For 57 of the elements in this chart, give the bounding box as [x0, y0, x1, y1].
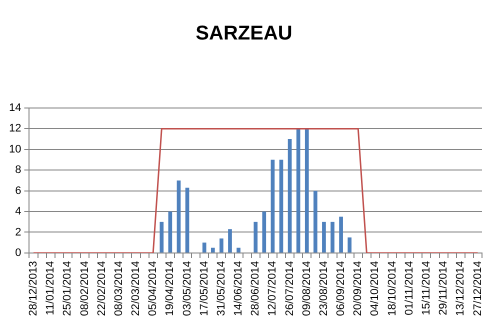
bar — [279, 160, 284, 252]
bar — [262, 212, 266, 252]
chart-title: SARZEAU — [196, 22, 292, 45]
bar — [176, 180, 181, 252]
x-tick-label: 06/09/2014 — [335, 260, 348, 316]
bar — [228, 229, 232, 252]
x-tick-label: 22/02/2014 — [96, 260, 108, 316]
x-tick-label: 01/11/2014 — [403, 260, 416, 316]
bar — [288, 139, 292, 252]
bar — [348, 237, 352, 252]
bar — [313, 190, 318, 252]
x-tick-label: 08/02/2014 — [78, 260, 91, 316]
bar — [236, 248, 240, 252]
y-tick-label: 8 — [15, 164, 22, 176]
x-tick-label: 28/06/2014 — [250, 260, 262, 316]
bar — [296, 128, 300, 252]
x-tick-label: 23/08/2014 — [318, 260, 330, 316]
x-tick-label: 15/11/2014 — [420, 260, 433, 316]
x-tick-label: 19/04/2014 — [164, 260, 176, 316]
x-tick-label: 20/09/2014 — [352, 260, 364, 316]
x-tick-label: 04/10/2014 — [369, 260, 382, 316]
bar — [220, 238, 224, 252]
x-tick-label: 25/01/2014 — [62, 260, 74, 316]
x-tick-label: 05/04/2014 — [147, 260, 160, 316]
bar — [210, 248, 215, 252]
bar — [202, 242, 206, 252]
x-tick-label: 03/05/2014 — [181, 260, 194, 316]
x-tick-label: 18/10/2014 — [386, 260, 398, 316]
bar — [339, 216, 343, 252]
x-tick-label: 27/12/2014 — [472, 260, 484, 316]
x-tick-label: 31/05/2014 — [215, 260, 228, 316]
bar — [322, 222, 326, 252]
y-tick-label: 12 — [8, 122, 22, 135]
x-tick-label: 22/03/2014 — [130, 260, 142, 316]
y-tick-label: 6 — [15, 184, 22, 197]
x-tick-label: 29/11/2014 — [438, 260, 450, 316]
y-tick-label: 0 — [15, 246, 22, 259]
y-tick-label: 10 — [8, 143, 22, 156]
x-tick-label: 12/07/2014 — [266, 260, 279, 316]
bar — [160, 222, 164, 252]
x-tick-label: 08/03/2014 — [112, 260, 125, 316]
y-tick-label: 14 — [8, 102, 22, 114]
bar — [304, 128, 309, 252]
x-tick-label: 09/08/2014 — [300, 260, 313, 316]
x-tick-label: 11/01/2014 — [44, 260, 57, 316]
bar — [185, 188, 190, 252]
x-tick-label: 17/05/2014 — [198, 260, 210, 316]
x-tick-label: 28/12/2013 — [28, 260, 40, 316]
y-tick-label: 2 — [15, 226, 22, 238]
bar — [270, 160, 275, 252]
bar — [254, 222, 258, 252]
x-tick-label: 26/07/2014 — [284, 260, 296, 316]
y-tick-label: 4 — [15, 206, 22, 218]
x-tick-label: 13/12/2014 — [454, 260, 467, 316]
bar — [330, 222, 334, 252]
bar — [168, 212, 172, 252]
x-tick-label: 14/06/2014 — [232, 260, 245, 316]
